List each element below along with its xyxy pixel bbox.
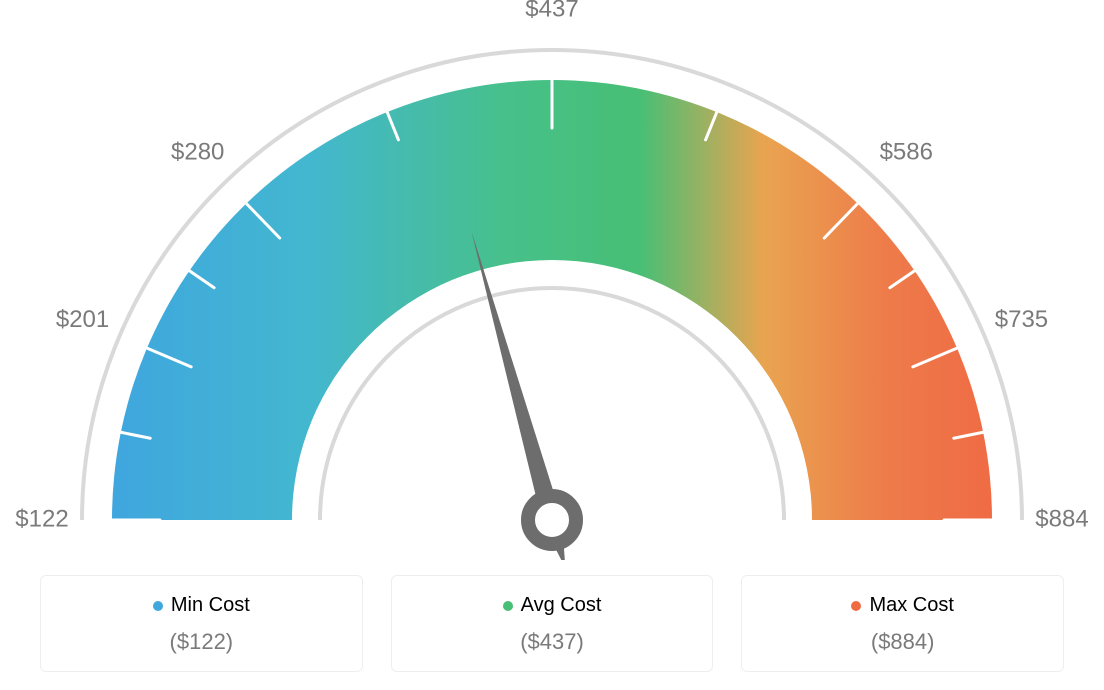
gauge-area: $122 $201 $280 $437 $586 $735 $884: [0, 0, 1104, 560]
gauge-scale-label: $437: [525, 0, 578, 22]
legend-title-max: Max Cost: [851, 594, 953, 617]
gauge-inner-outline: [320, 288, 784, 520]
legend-label-min: Min Cost: [171, 594, 250, 617]
legend-card-min: Min Cost ($122): [40, 575, 363, 672]
legend-value-avg: ($437): [402, 629, 703, 655]
legend-value-min: ($122): [51, 629, 352, 655]
legend-card-max: Max Cost ($884): [741, 575, 1064, 672]
legend-dot-avg: [503, 601, 513, 611]
legend-title-avg: Avg Cost: [503, 594, 602, 617]
gauge-scale-label: $122: [15, 505, 68, 532]
gauge-needle-hub: [528, 496, 576, 544]
gauge-scale-label: $280: [171, 138, 224, 165]
legend-card-avg: Avg Cost ($437): [391, 575, 714, 672]
legend-value-max: ($884): [752, 629, 1053, 655]
gauge-scale-label: $884: [1035, 505, 1088, 532]
legend-row: Min Cost ($122) Avg Cost ($437) Max Cost…: [40, 575, 1064, 672]
legend-label-avg: Avg Cost: [521, 594, 602, 617]
gauge-svg: $122 $201 $280 $437 $586 $735 $884: [0, 0, 1104, 560]
legend-dot-max: [851, 601, 861, 611]
gauge-scale-label: $201: [56, 306, 109, 333]
legend-dot-min: [153, 601, 163, 611]
legend-label-max: Max Cost: [869, 594, 953, 617]
gauge-scale-label: $586: [880, 138, 933, 165]
cost-gauge-chart: $122 $201 $280 $437 $586 $735 $884 Min Cost ($…: [0, 0, 1104, 690]
gauge-fill: [112, 80, 992, 520]
gauge-scale-label: $735: [995, 306, 1048, 333]
legend-title-min: Min Cost: [153, 594, 250, 617]
